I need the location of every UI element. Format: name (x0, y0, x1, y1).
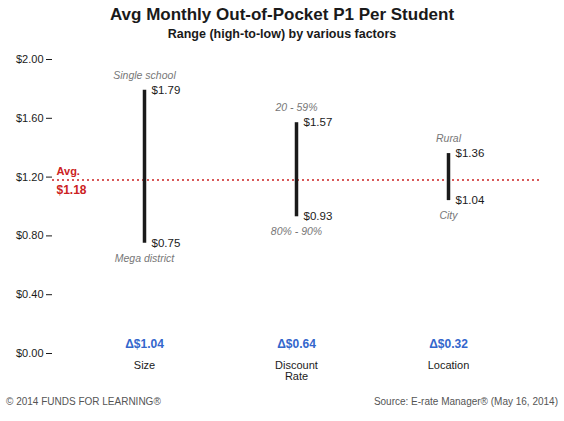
html-text:Range (high-to-low) by various: Range (high-to-low) by various factors (167, 27, 397, 41)
svg-text:Location: Location (428, 359, 470, 371)
svg-text:$1.20: $1.20 (16, 171, 44, 183)
svg-text:$1.18: $1.18 (57, 183, 87, 197)
svg-text:$1.57: $1.57 (304, 116, 333, 128)
svg-text:$1.36: $1.36 (456, 147, 485, 159)
svg-text:Δ$0.64: Δ$0.64 (277, 337, 316, 351)
html-text:Avg Monthly Out-of-Pocket P1 P: Avg Monthly Out-of-Pocket P1 Per Student (109, 5, 454, 24)
svg-text:Mega district: Mega district (115, 252, 176, 264)
svg-text:Δ$0.32: Δ$0.32 (429, 337, 468, 351)
svg-text:$0.93: $0.93 (304, 210, 333, 222)
svg-text:$1.04: $1.04 (456, 194, 485, 206)
svg-text:DiscountRate: DiscountRate (275, 359, 318, 382)
svg-text:$0.75: $0.75 (152, 237, 181, 249)
svg-text:$0.40: $0.40 (16, 288, 44, 300)
svg-text:Rural: Rural (436, 132, 462, 144)
svg-text:$1.79: $1.79 (152, 84, 181, 96)
svg-text:Single school: Single school (113, 69, 176, 81)
svg-text:Avg.: Avg. (57, 165, 80, 177)
svg-text:City: City (439, 209, 458, 221)
html-text:© 2014 FUNDS FOR LEARNING®: © 2014 FUNDS FOR LEARNING® (6, 396, 161, 407)
svg-text:Size: Size (134, 359, 155, 371)
svg-text:80% - 90%: 80% - 90% (271, 225, 322, 237)
svg-text:$0.00: $0.00 (16, 347, 44, 359)
svg-text:Δ$1.04: Δ$1.04 (125, 337, 164, 351)
svg-text:$0.80: $0.80 (16, 229, 44, 241)
html-text:Source: E-rate Manager® (May 1: Source: E-rate Manager® (May 16, 2014) (373, 396, 558, 407)
svg-text:20 - 59%: 20 - 59% (274, 101, 317, 113)
svg-text:$2.00: $2.00 (16, 53, 44, 65)
svg-text:$1.60: $1.60 (16, 112, 44, 124)
